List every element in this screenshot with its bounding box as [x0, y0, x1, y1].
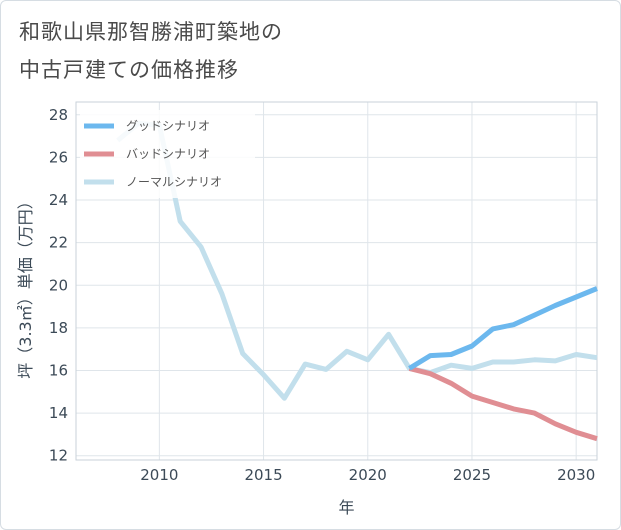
- y-tick-label: 20: [49, 276, 68, 294]
- chart-title-line-2: 中古戸建ての価格推移: [19, 58, 239, 82]
- axes: 12 14 16 18 20 22 24 26 28 2010 2015 2020 2025 2030: [49, 101, 598, 484]
- y-tick-label: 16: [49, 362, 68, 380]
- legend-label: ノーマルシナリオ: [126, 175, 222, 189]
- y-tick-label: 28: [49, 106, 68, 124]
- y-tick-label: 12: [49, 447, 68, 465]
- chart-title-line-1: 和歌山県那智勝浦町築地の: [19, 20, 283, 44]
- x-tick-label: 2025: [453, 466, 491, 484]
- legend-label: バッドシナリオ: [126, 147, 210, 161]
- x-tick-label: 2030: [557, 466, 595, 484]
- y-tick-label: 22: [49, 234, 68, 252]
- y-tick-label: 18: [49, 319, 68, 337]
- legend-label: グッドシナリオ: [126, 119, 210, 133]
- series-line-bad: [408, 365, 598, 442]
- plot-border: [75, 101, 598, 461]
- chart-title: 和歌山県那智勝浦町築地の 中古戸建ての価格推移: [19, 13, 419, 89]
- x-tick-label: 2010: [140, 466, 178, 484]
- series-lines: [116, 120, 598, 442]
- series-line-good: [408, 286, 598, 371]
- y-axis-title: 坪（3.3㎡）単価（万円）: [16, 193, 35, 378]
- y-tick-label: 14: [49, 404, 68, 422]
- x-tick-label: 2020: [349, 466, 387, 484]
- y-tick-label: 24: [49, 191, 68, 209]
- y-tick-label: 26: [49, 148, 68, 166]
- x-tick-label: 2015: [244, 466, 282, 484]
- series-line-normal: [116, 120, 598, 401]
- x-axis-title: 年: [338, 498, 354, 517]
